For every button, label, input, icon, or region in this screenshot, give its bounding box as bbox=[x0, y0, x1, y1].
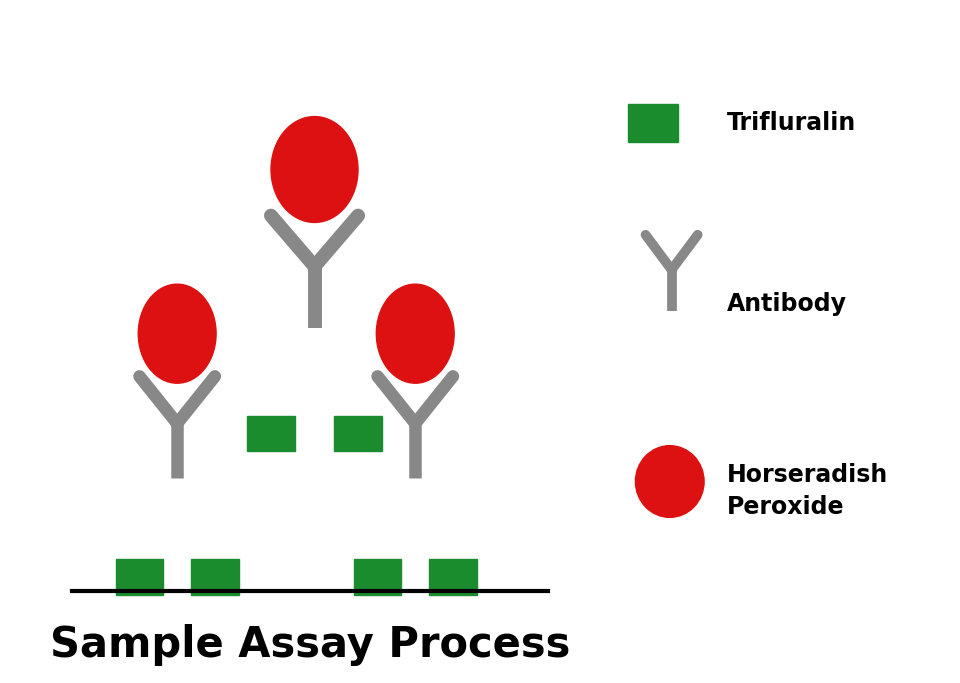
Bar bbox=[353, 559, 401, 595]
Ellipse shape bbox=[636, 446, 704, 518]
Text: Sample Assay Process: Sample Assay Process bbox=[50, 624, 570, 667]
Ellipse shape bbox=[138, 284, 216, 383]
Text: Trifluralin: Trifluralin bbox=[727, 111, 855, 135]
Ellipse shape bbox=[376, 284, 454, 383]
Bar bbox=[429, 559, 477, 595]
Text: Horseradish: Horseradish bbox=[727, 462, 888, 487]
Bar bbox=[628, 104, 679, 141]
Bar bbox=[191, 559, 239, 595]
Bar bbox=[247, 416, 295, 451]
Text: Antibody: Antibody bbox=[727, 292, 847, 316]
Bar bbox=[334, 416, 382, 451]
Text: Peroxide: Peroxide bbox=[727, 494, 844, 519]
Bar bbox=[116, 559, 163, 595]
Ellipse shape bbox=[271, 117, 358, 223]
